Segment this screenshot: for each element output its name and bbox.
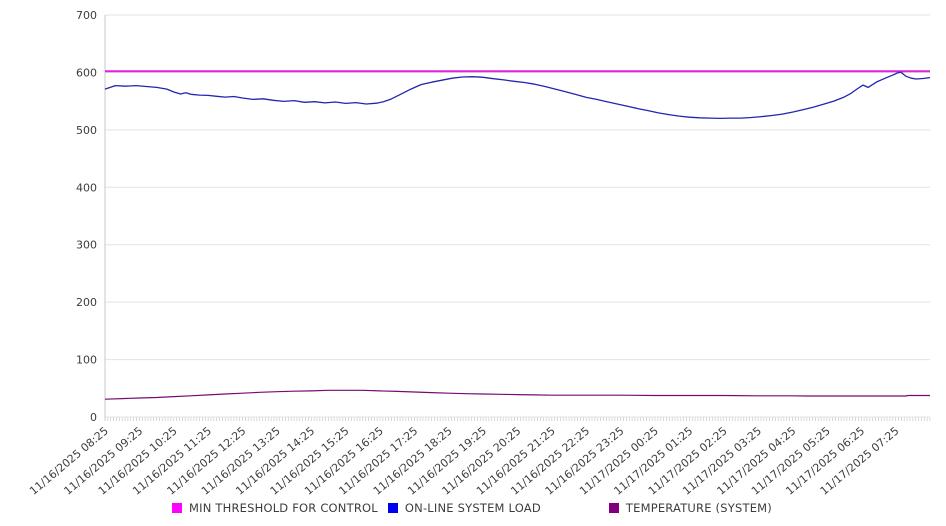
legend-swatch-min-threshold-icon <box>172 503 182 513</box>
legend-swatch-system-load-icon <box>387 503 398 513</box>
y-tick-label-100: 100 <box>76 354 97 367</box>
legend-item-temperature: TEMPERATURE (SYSTEM) <box>608 501 772 515</box>
legend-item-system-load: ON-LINE SYSTEM LOAD <box>387 501 541 515</box>
y-tick-label-400: 400 <box>76 181 97 194</box>
y-tick-label-700: 700 <box>76 9 97 22</box>
y-tick-label-500: 500 <box>76 124 97 137</box>
y-tick-label-300: 300 <box>76 239 97 252</box>
y-tick-label-200: 200 <box>76 296 97 309</box>
legend-item-min-threshold: MIN THRESHOLD FOR CONTROL <box>172 501 378 515</box>
legend-label-min-threshold: MIN THRESHOLD FOR CONTROL <box>189 501 378 515</box>
legend-label-temperature: TEMPERATURE (SYSTEM) <box>625 501 772 515</box>
y-tick-label-600: 600 <box>76 66 97 79</box>
series-line-2 <box>104 389 930 400</box>
legend: MIN THRESHOLD FOR CONTROL ON-LINE SYSTEM… <box>0 497 946 519</box>
legend-label-system-load: ON-LINE SYSTEM LOAD <box>404 501 541 515</box>
series-line-1 <box>104 71 931 120</box>
y-tick-label-0: 0 <box>90 411 97 424</box>
legend-swatch-temperature-icon <box>608 503 619 513</box>
